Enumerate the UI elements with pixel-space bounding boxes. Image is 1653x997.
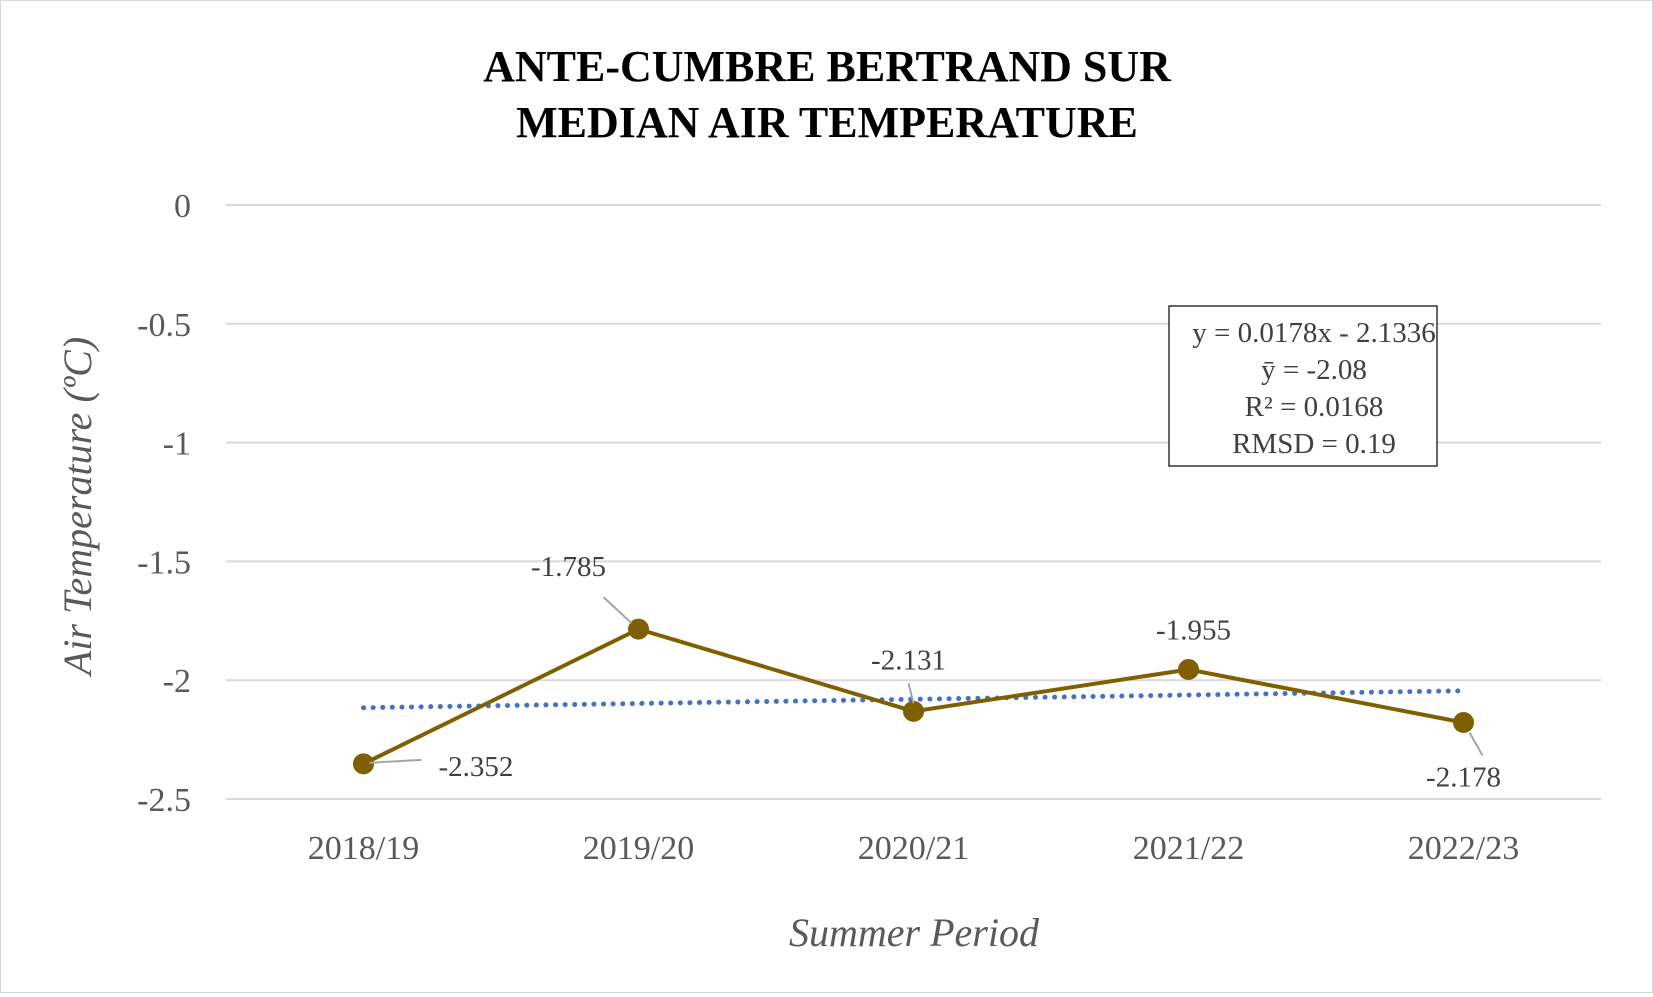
y-tick-label: 0 [174, 188, 191, 225]
stats-r-squared: R² = 0.0168 [1245, 391, 1384, 423]
x-tick-label: 2021/22 [1133, 830, 1244, 867]
chart-title-line-1: ANTE-CUMBRE BERTRAND SUR [483, 42, 1172, 91]
y-axis-label: Air Temperature (ºC) [55, 337, 100, 678]
y-tick-label: -2 [163, 663, 191, 700]
y-tick-label: -1.5 [137, 544, 191, 581]
x-tick-label: 2020/21 [858, 830, 969, 867]
chart-title: ANTE-CUMBRE BERTRAND SUR MEDIAN AIR TEMP… [483, 42, 1172, 147]
x-tick-label: 2022/23 [1408, 830, 1519, 867]
data-point [1453, 711, 1474, 733]
y-tick-label: -0.5 [137, 307, 191, 344]
data-label: -2.352 [439, 751, 514, 783]
data-label-leader [369, 758, 422, 764]
data-label: -1.955 [1156, 615, 1231, 647]
stats-box: y = 0.0178x - 2.1336 ȳ = -2.08 R² = 0.01… [1168, 305, 1438, 467]
data-label-leader [602, 596, 633, 624]
trendline [361, 688, 1466, 711]
y-tick-label: -1 [163, 426, 191, 463]
data-label-leader [1468, 732, 1484, 756]
x-tick-label: 2018/19 [308, 830, 419, 867]
data-labels: -2.352 -1.785 -2.131 -1.955 -2.178 [369, 551, 1501, 793]
gridlines [226, 204, 1601, 800]
trendline-line [361, 688, 1466, 711]
data-label: -1.785 [531, 551, 606, 583]
chart-title-line-2: MEDIAN AIR TEMPERATURE [516, 98, 1138, 147]
data-point [903, 700, 924, 722]
data-label: -2.178 [1426, 761, 1501, 793]
series [353, 618, 1474, 775]
x-axis-tick-labels: 2018/19 2019/20 2020/21 2021/22 2022/23 [308, 830, 1519, 867]
y-tick-label: -2.5 [137, 782, 191, 819]
data-label: -2.131 [871, 644, 946, 676]
x-tick-label: 2019/20 [583, 830, 694, 867]
y-axis-tick-labels: 0 -0.5 -1 -1.5 -2 -2.5 [137, 188, 191, 819]
stats-box-frame [1168, 305, 1438, 467]
data-point [1178, 659, 1199, 681]
stats-equation: y = 0.0178x - 2.1336 [1192, 317, 1436, 349]
data-point [353, 753, 374, 775]
data-point [628, 618, 649, 640]
stats-rmsd: RMSD = 0.19 [1232, 428, 1396, 460]
data-label-leader [907, 683, 915, 704]
x-axis-label: Summer Period [789, 910, 1040, 955]
stats-mean: ȳ = -2.08 [1261, 354, 1367, 386]
